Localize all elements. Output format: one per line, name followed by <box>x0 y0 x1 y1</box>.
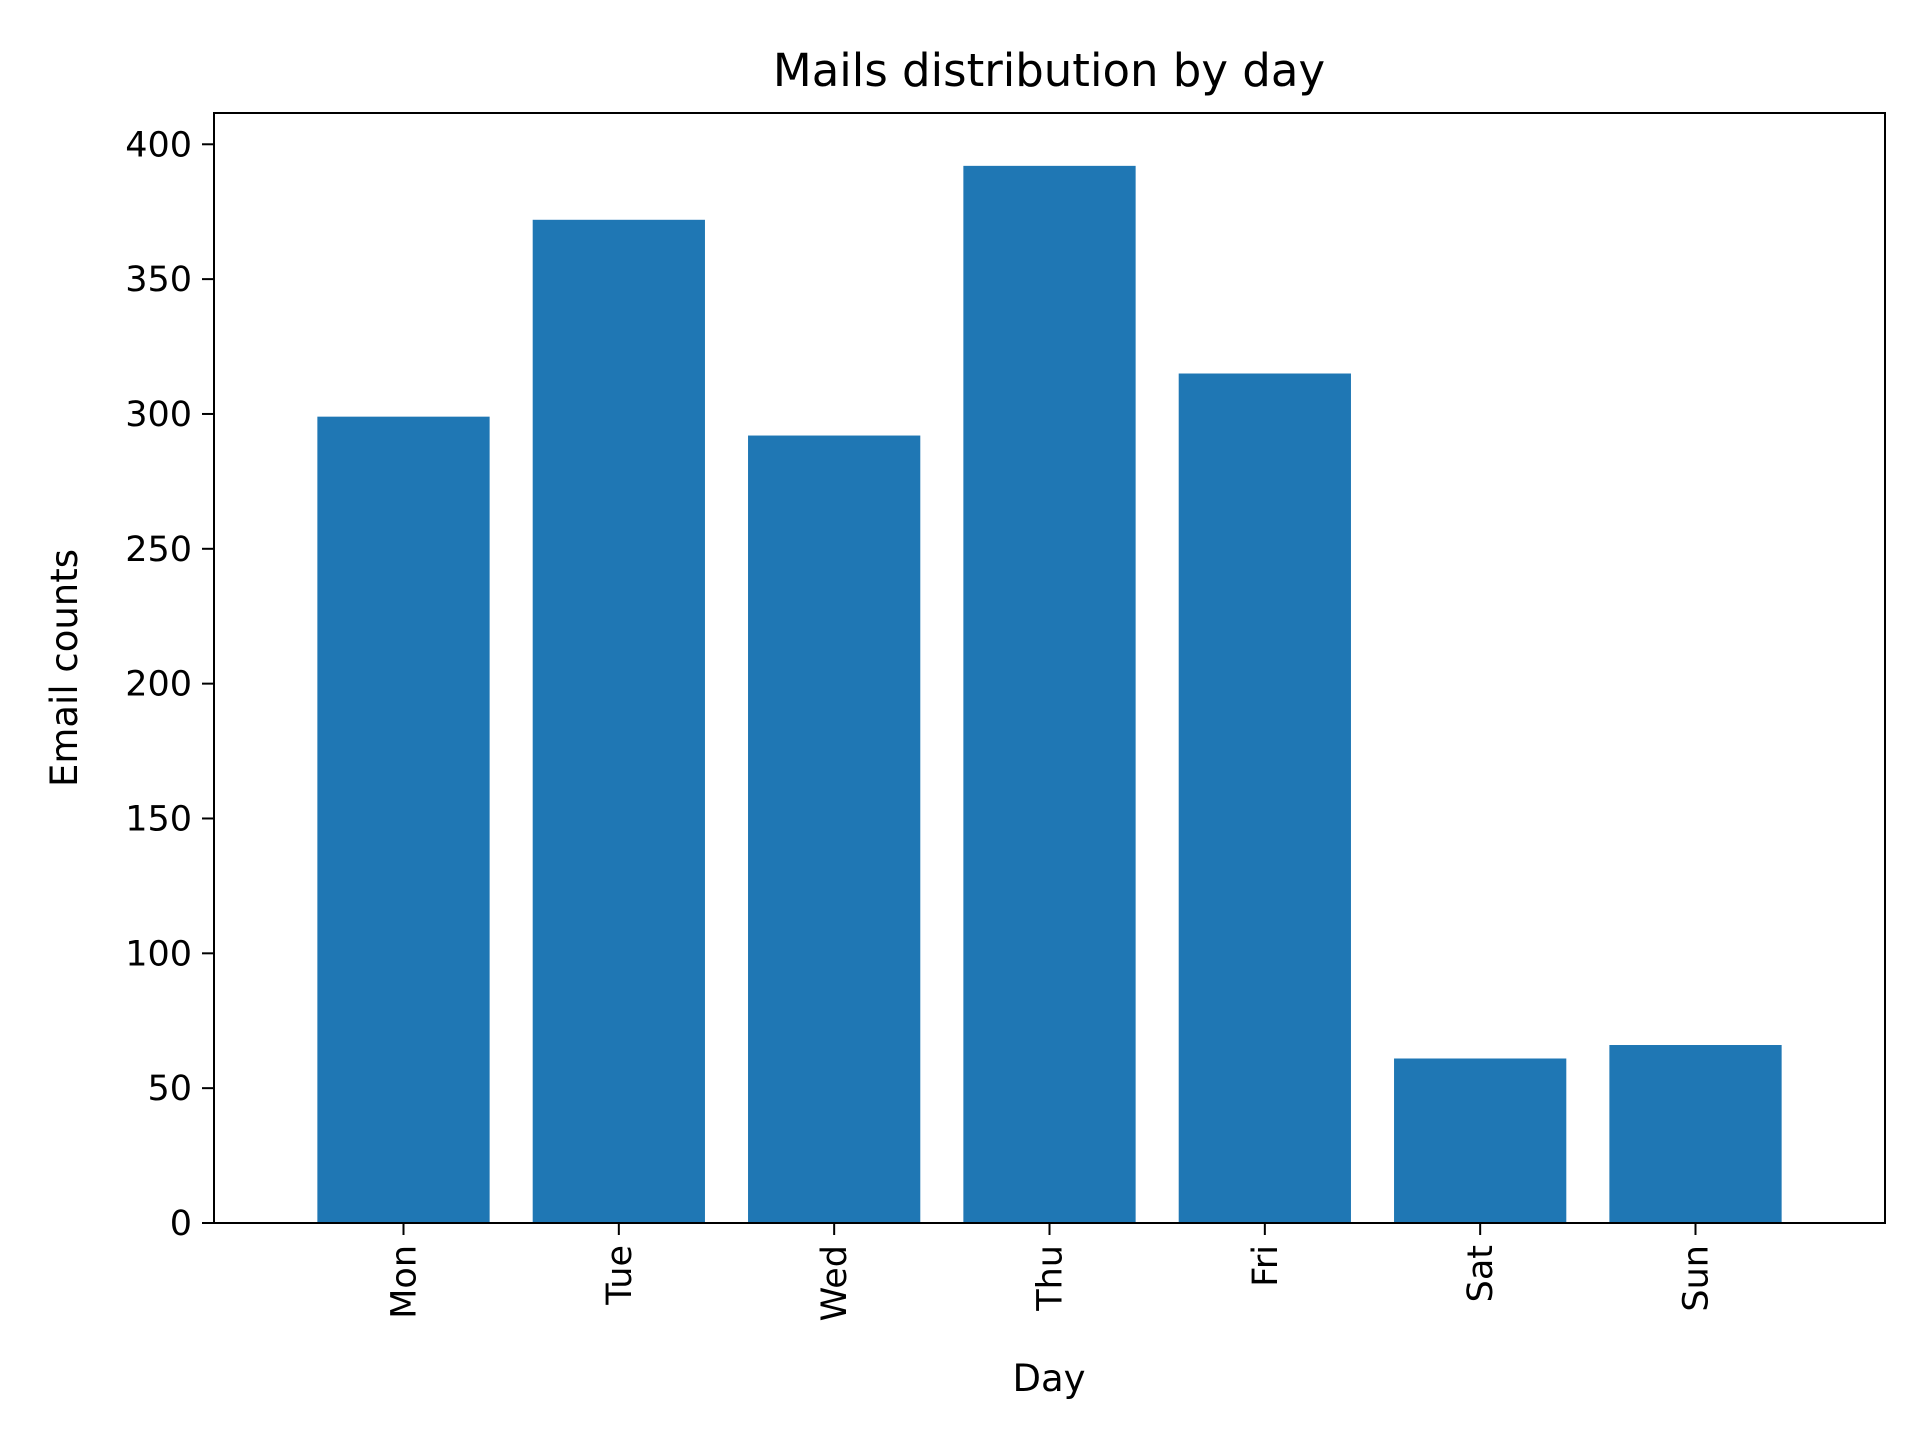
y-tick-label: 0 <box>170 1204 192 1244</box>
bar-mon <box>317 416 490 1223</box>
y-tick-label: 350 <box>125 260 192 300</box>
y-tick-label: 400 <box>125 125 192 165</box>
plot-frame <box>213 112 1886 1224</box>
x-tick-label: Sat <box>1461 1245 1501 1302</box>
bars-group <box>317 165 1782 1224</box>
bar-sun <box>1609 1045 1782 1223</box>
y-tick-label: 150 <box>125 799 192 839</box>
y-tick-label: 250 <box>125 530 192 570</box>
y-axis-ticks: 0 50 100 150 200 250 300 350 400 <box>125 125 214 1244</box>
x-tick-label: Thu <box>1031 1245 1071 1312</box>
y-tick-label: 300 <box>125 395 192 435</box>
x-tick-label: Tue <box>600 1245 640 1306</box>
x-tick-label: Fri <box>1246 1245 1286 1287</box>
x-tick-label: Mon <box>384 1245 424 1319</box>
x-axis-ticks: Mon Tue Wed Thu Fri Sat Sun <box>384 1223 1717 1321</box>
bar-tue <box>532 219 705 1224</box>
x-tick-label: Wed <box>815 1245 855 1321</box>
x-axis-label: Day <box>1012 1357 1085 1400</box>
x-tick-label: Sun <box>1677 1245 1717 1312</box>
bar-wed <box>748 435 921 1223</box>
y-axis-label: Email counts <box>43 549 86 787</box>
bar-fri <box>1178 373 1351 1223</box>
chart-title: Mails distribution by day <box>773 44 1325 97</box>
y-tick-label: 100 <box>125 934 192 974</box>
bar-thu <box>963 165 1136 1223</box>
y-tick-label: 50 <box>147 1069 192 1109</box>
bar-sat <box>1394 1058 1567 1223</box>
y-tick-label: 200 <box>125 665 192 705</box>
